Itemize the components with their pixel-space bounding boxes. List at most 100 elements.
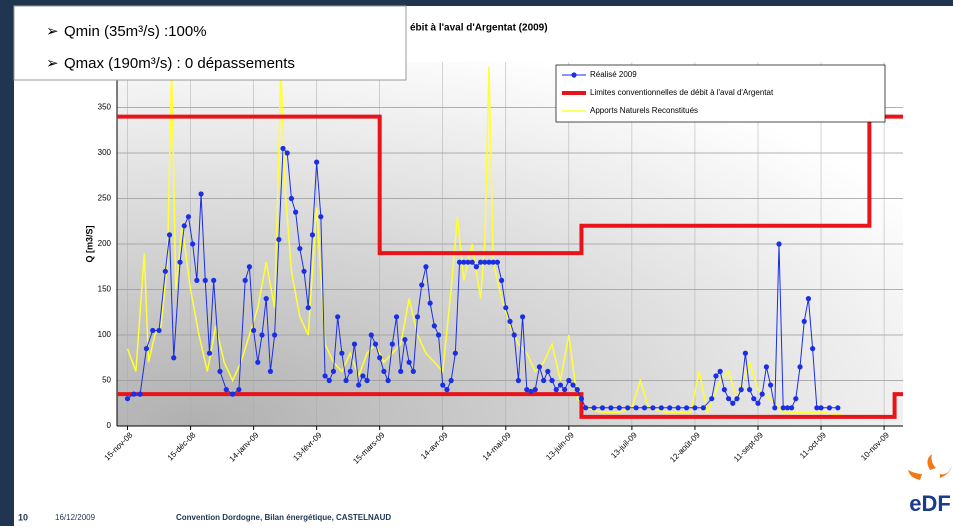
page-number: 10	[18, 512, 28, 522]
point	[372, 341, 379, 347]
x-tick-label: 15-déc-08	[166, 430, 198, 462]
y-axis-label: Q [m3/S]	[84, 225, 94, 262]
x-tick-label: 11-oct-09	[798, 430, 828, 460]
point	[263, 296, 269, 302]
point	[322, 373, 328, 379]
point	[511, 332, 517, 338]
point	[763, 364, 769, 370]
footer-date: 16/12/2009	[55, 513, 96, 522]
point	[251, 327, 257, 334]
point	[524, 387, 530, 393]
point	[784, 405, 791, 411]
point	[444, 387, 450, 393]
point	[675, 405, 681, 411]
point	[814, 405, 820, 411]
point	[305, 305, 311, 311]
point	[557, 382, 564, 388]
legend-marker	[571, 72, 577, 78]
point	[553, 387, 559, 393]
point	[780, 405, 786, 411]
point	[259, 332, 265, 338]
point	[725, 396, 732, 402]
point	[166, 232, 173, 238]
point	[667, 405, 673, 411]
point	[810, 346, 816, 352]
point	[280, 145, 286, 152]
point	[314, 159, 320, 165]
y-tick-label: 300	[98, 148, 112, 157]
point	[541, 377, 547, 384]
point	[507, 318, 513, 324]
x-tick-label: 15-nov-08	[103, 430, 135, 462]
point	[515, 377, 522, 384]
point	[351, 341, 358, 347]
point	[242, 277, 248, 283]
point	[562, 387, 568, 393]
point	[461, 259, 467, 265]
point	[143, 346, 150, 352]
point	[190, 241, 196, 247]
point	[381, 368, 387, 374]
note: Qmax (190m³/s) : 0 dépassements	[64, 55, 295, 72]
point	[229, 391, 236, 397]
point	[751, 396, 757, 402]
point	[490, 259, 496, 265]
point	[805, 296, 812, 302]
point	[477, 259, 484, 265]
point	[276, 236, 282, 243]
point	[124, 396, 131, 402]
point	[616, 405, 622, 411]
x-tick-label: 15-mars-09	[351, 430, 387, 466]
y-tick-label: 150	[98, 285, 112, 294]
point	[393, 314, 400, 320]
point	[131, 391, 137, 397]
point	[217, 368, 223, 374]
point	[532, 387, 538, 393]
legend-label: Limites conventionnelles de débit à l'av…	[590, 88, 774, 97]
point	[410, 368, 416, 374]
point	[202, 277, 208, 283]
point	[520, 314, 526, 320]
point	[414, 314, 421, 320]
point	[364, 377, 370, 384]
point	[641, 405, 648, 411]
point	[797, 364, 803, 370]
x-tick-label: 10-nov-09	[859, 430, 891, 462]
point	[709, 396, 715, 402]
point	[330, 368, 337, 374]
point	[377, 355, 383, 361]
point	[440, 382, 446, 388]
point	[545, 368, 551, 374]
x-tick-label: 14-avr-09	[419, 430, 450, 461]
x-tick-label: 12-août-09	[668, 430, 702, 464]
point	[528, 388, 534, 395]
point	[755, 400, 761, 406]
point	[293, 209, 299, 215]
x-tick-label: 13-juin-09	[544, 430, 576, 462]
point	[181, 223, 187, 229]
legend-box	[555, 64, 886, 123]
point	[431, 323, 437, 329]
point	[246, 264, 253, 270]
x-tick-label: 14-mai-09	[481, 430, 513, 462]
point	[137, 391, 143, 397]
point	[734, 396, 740, 402]
point	[427, 300, 433, 306]
point	[591, 405, 597, 411]
point	[599, 405, 606, 411]
point	[776, 241, 782, 247]
point	[826, 405, 833, 411]
point	[494, 259, 500, 265]
point	[717, 368, 723, 374]
point	[713, 373, 719, 379]
point	[356, 382, 362, 388]
logo-text: eDF	[909, 491, 951, 516]
point	[793, 396, 799, 402]
point	[301, 268, 307, 274]
y-tick-label: 200	[98, 239, 112, 248]
point	[683, 405, 690, 411]
point	[288, 195, 295, 202]
point	[469, 259, 475, 265]
point	[578, 396, 585, 402]
note: Qmin (35m³/s) :100%	[64, 23, 207, 40]
